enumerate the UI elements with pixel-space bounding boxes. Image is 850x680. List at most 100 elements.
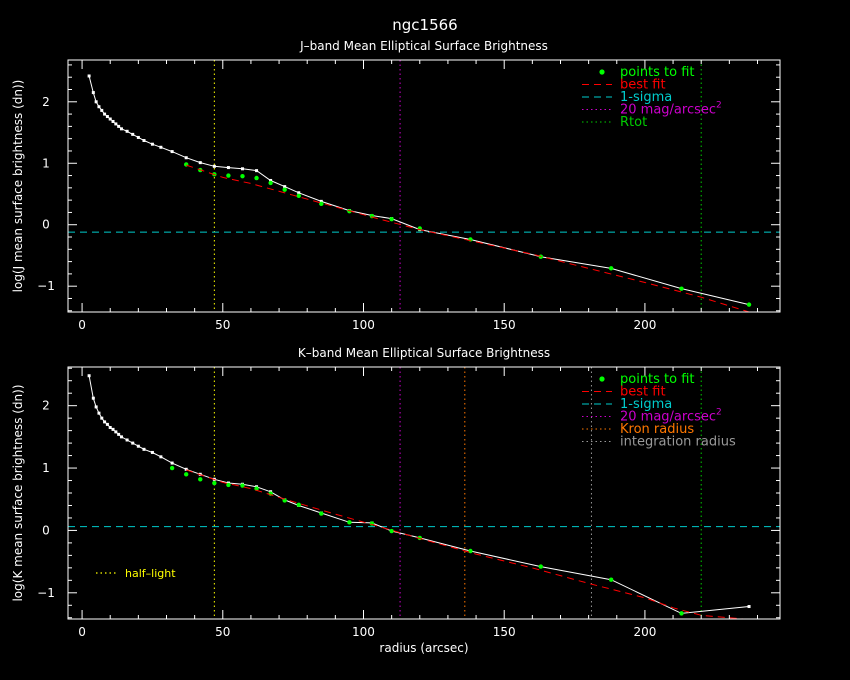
k-legend-label-5: integration radius [620,435,736,450]
j-y-tick-label-0: −1 [37,279,55,293]
k-fit-point-10 [319,511,324,516]
j-fit-point-3 [226,173,231,178]
k-fit-point-1 [183,472,189,477]
j-y-tick-label-2: 1 [42,156,50,170]
k-x-tick-label-3: 150 [493,625,516,639]
j-profile-point-6 [105,115,109,119]
j-profile-point-22 [226,166,230,170]
k-profile-point-3 [97,411,101,415]
j-profile-point-15 [142,139,146,143]
k-fit-point-9 [296,502,301,508]
k-annotation-0: half–light [125,567,176,580]
k-fit-point-5 [240,483,245,488]
j-profile-point-7 [108,117,112,121]
j-profile-point-12 [125,129,129,133]
k-profile-point-37 [747,605,751,609]
k-chart-title: K–band Mean Elliptical Surface Brightnes… [298,346,550,360]
j-x-tick-label-1: 50 [215,318,230,332]
k-fit-point-16 [538,564,543,569]
j-profile-point-0 [87,74,91,78]
k-fit-point-3 [212,480,217,486]
k-profile-point-16 [150,450,154,454]
j-x-tick-label-0: 0 [78,318,86,332]
j-profile-point-3 [97,105,101,109]
j-profile-point-19 [184,156,188,160]
j-profile-point-28 [319,199,323,203]
k-fit-point-13 [389,528,394,534]
k-x-tick-label-4: 200 [633,625,656,639]
k-y-tick-label-3: 2 [42,399,50,413]
j-profile-point-25 [269,178,273,182]
k-profile-point-18 [170,461,174,465]
j-chart-title: J–band Mean Elliptical Surface Brightnes… [299,39,548,53]
k-fit-point-4 [226,482,231,488]
j-legend-label-1: best fit [620,78,666,93]
j-fit-point-16 [608,266,614,271]
k-profile-point-12 [125,438,129,442]
k-y-tick-label-2: 1 [42,461,50,475]
j-profile-point-1 [91,91,95,95]
j-y-axis-label: log(J mean surface brightness (dn)) [11,80,25,293]
j-profile-point-4 [100,108,104,112]
k-profile-point-8 [111,427,115,431]
j-fit-point-17 [679,286,684,291]
j-fit-point-4 [240,173,245,179]
k-fit-point-2 [198,477,203,482]
j-profile-point-13 [131,132,135,136]
j-fit-point-18 [746,302,752,307]
k-profile-point-9 [114,430,118,434]
k-legend-label-4: Kron radius [620,422,694,437]
j-y-tick-label-1: 0 [42,218,50,232]
k-fit-point-8 [282,498,287,503]
k-legend-label-2: 1-sigma [620,397,672,412]
j-profile-point-11 [119,127,123,131]
j-fit-point-8 [296,193,301,199]
j-profile-point-2 [94,100,98,104]
j-profile-point-27 [297,191,301,195]
j-profile-point-26 [283,185,287,189]
k-fit-point-18 [679,611,684,616]
k-x-tick-label-2: 100 [352,625,375,639]
k-y-tick-label-1: 0 [42,523,50,537]
j-legend-label-0: points to fit [620,65,695,80]
j-profile-point-17 [159,145,163,149]
j-legend-mark-0 [599,69,605,75]
k-profile-point-2 [94,405,98,409]
j-axes-frame [67,59,781,313]
j-profile-point-10 [117,124,121,128]
k-fit-point-0 [169,465,175,471]
j-profile-point-18 [170,150,174,154]
k-y-axis-label: log(K mean surface brightness (dn)) [11,384,25,601]
k-x-tick-label-1: 50 [215,625,230,639]
k-axes-frame [67,366,781,620]
k-legend-label-3: 20 mag/arcsec2 [620,408,722,425]
k-profile-point-13 [131,441,135,445]
j-profile-point-14 [136,135,140,139]
k-profile-point-17 [159,455,163,459]
k-legend-label-0: points to fit [620,372,695,387]
k-profile-point-7 [108,426,112,430]
k-profile-point-6 [105,422,109,426]
k-band-panel: K–band Mean Elliptical Surface Brightnes… [11,346,781,655]
j-x-tick-label-2: 100 [352,318,375,332]
j-fit-point-9 [319,201,324,207]
j-legend-label-3: 20 mag/arcsec2 [620,101,722,118]
j-y-tick-label-3: 2 [42,95,50,109]
k-profile-point-14 [136,444,140,448]
k-profile-point-10 [117,432,121,436]
k-profile-point-15 [142,447,146,451]
k-profile-point-5 [103,420,107,424]
j-profile-point-20 [198,161,202,165]
j-legend-label-4: Rtot [620,115,647,130]
j-profile-point-16 [150,142,154,146]
j-fit-point-7 [282,187,287,192]
k-legend-label-1: best fit [620,385,666,400]
j-x-tick-label-3: 150 [493,318,516,332]
j-profile-point-24 [255,169,259,173]
k-profile-point-4 [100,416,104,420]
j-x-tick-label-4: 200 [633,318,656,332]
j-best-fit-line [186,164,750,312]
k-profile-point-19 [184,467,188,471]
j-profile-point-9 [114,122,118,126]
